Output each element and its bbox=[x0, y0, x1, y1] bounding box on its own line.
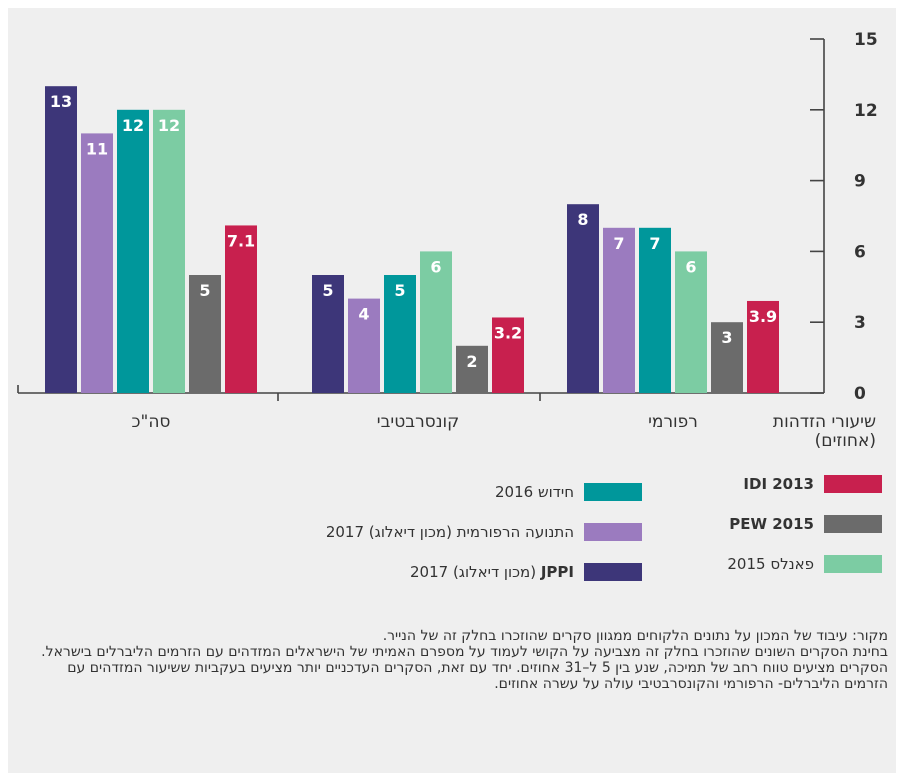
footnote-source-line: מקור: עיבוד של המכון על נתונים הלקוחים מ… bbox=[382, 628, 888, 644]
source-footnote: מקור: עיבוד של המכון על נתונים הלקוחים מ… bbox=[28, 628, 888, 692]
bar bbox=[639, 227, 671, 393]
y-tick-label: 15 bbox=[854, 30, 878, 50]
bar-value-label: 5 bbox=[322, 281, 333, 300]
legend-item-idi: IDI 2013 bbox=[743, 474, 882, 494]
bar-value-label: 3 bbox=[721, 328, 732, 347]
bar-value-label: 12 bbox=[158, 116, 180, 135]
legend-swatch-hiddush bbox=[584, 483, 642, 501]
legend-item-reform: התנועה הרפורמית (מכון דיאלוג) 2017 bbox=[326, 522, 642, 542]
y-tick-label: 9 bbox=[854, 172, 866, 192]
legend-label-jppi: JPPI (מכון דיאלוג) 2017 bbox=[410, 563, 574, 581]
bar-value-label: 12 bbox=[122, 116, 144, 135]
category-label: סה"כ bbox=[132, 412, 171, 432]
y-tick-label: 12 bbox=[854, 101, 878, 121]
bar bbox=[348, 298, 380, 393]
y-tick-label: 0 bbox=[854, 384, 866, 404]
y-tick-label: 3 bbox=[854, 313, 866, 333]
bar bbox=[675, 251, 707, 393]
footnote-body: בחינת הסקרים השונים שהוזכרו בחלק זה מצבי… bbox=[41, 644, 888, 692]
bar-value-label: 8 bbox=[577, 210, 588, 229]
legend-label-panels: פאנלס 2015 bbox=[727, 555, 814, 573]
bar bbox=[567, 204, 599, 393]
bar-value-label: 3.9 bbox=[749, 307, 777, 326]
bar bbox=[189, 275, 221, 393]
bar bbox=[603, 227, 635, 393]
category-label: רפורמי bbox=[648, 412, 698, 432]
legend-label-reform: התנועה הרפורמית (מכון דיאלוג) 2017 bbox=[325, 523, 574, 541]
bar-value-label: 7 bbox=[613, 234, 624, 253]
legend-label-jppi-bold: JPPI bbox=[540, 563, 574, 581]
y-axis-title-unit: (אחוזים) bbox=[815, 431, 876, 448]
bar-value-label: 2 bbox=[466, 352, 477, 371]
bar bbox=[225, 225, 257, 393]
bar bbox=[81, 133, 113, 393]
legend-swatch-pew bbox=[824, 515, 882, 533]
legend-item-pew: PEW 2015 bbox=[729, 514, 882, 534]
legend-swatch-reform bbox=[584, 523, 642, 541]
legend-swatch-panels bbox=[824, 555, 882, 573]
legend-label-idi: IDI 2013 bbox=[743, 475, 814, 493]
bar-value-label: 5 bbox=[394, 281, 405, 300]
chart-panel: 0 3 6 9 12 15 13 5 8 11 4 7 12 5 7 12 6 6 5 2 3 7.1 3.2 3.9 סה"כ… bbox=[8, 8, 896, 773]
bar-value-label: 4 bbox=[358, 305, 369, 324]
legend-label-pew: PEW 2015 bbox=[729, 515, 814, 533]
bar-value-label: 6 bbox=[430, 257, 441, 276]
y-tick-label: 6 bbox=[854, 242, 866, 262]
bar bbox=[117, 109, 149, 394]
bar bbox=[153, 109, 185, 394]
legend-label-jppi-rest: (מכון דיאלוג) 2017 bbox=[409, 563, 541, 581]
bar-value-label: 11 bbox=[86, 139, 108, 158]
legend-swatch-jppi bbox=[584, 563, 642, 581]
bar bbox=[420, 251, 452, 393]
legend-item-jppi: JPPI (מכון דיאלוג) 2017 bbox=[410, 562, 642, 582]
bar-value-label: 6 bbox=[685, 257, 696, 276]
legend-label-hiddush: חידוש 2016 bbox=[494, 483, 574, 501]
bar bbox=[747, 300, 779, 393]
bar-value-label: 13 bbox=[50, 92, 72, 111]
bar bbox=[456, 345, 488, 393]
legend-item-panels: פאנלס 2015 bbox=[727, 554, 882, 574]
y-axis-title: שיעורי הזדהות bbox=[773, 412, 876, 432]
bar bbox=[312, 275, 344, 393]
category-label: קונסרבטיבי bbox=[377, 412, 459, 432]
bar-chart: 0 3 6 9 12 15 13 5 8 11 4 7 12 5 7 12 6 6 5 2 3 7.1 3.2 3.9 סה"כ… bbox=[17, 30, 878, 448]
legend-swatch-idi bbox=[824, 475, 882, 493]
bar-value-label: 5 bbox=[199, 281, 210, 300]
bar-value-label: 7.1 bbox=[227, 231, 255, 250]
bar-value-label: 7 bbox=[649, 234, 660, 253]
bar-value-label: 3.2 bbox=[494, 323, 522, 342]
legend-item-hiddush: חידוש 2016 bbox=[495, 482, 642, 502]
bar bbox=[45, 86, 77, 393]
bar bbox=[384, 275, 416, 393]
bar bbox=[492, 317, 524, 393]
bar bbox=[711, 322, 743, 393]
